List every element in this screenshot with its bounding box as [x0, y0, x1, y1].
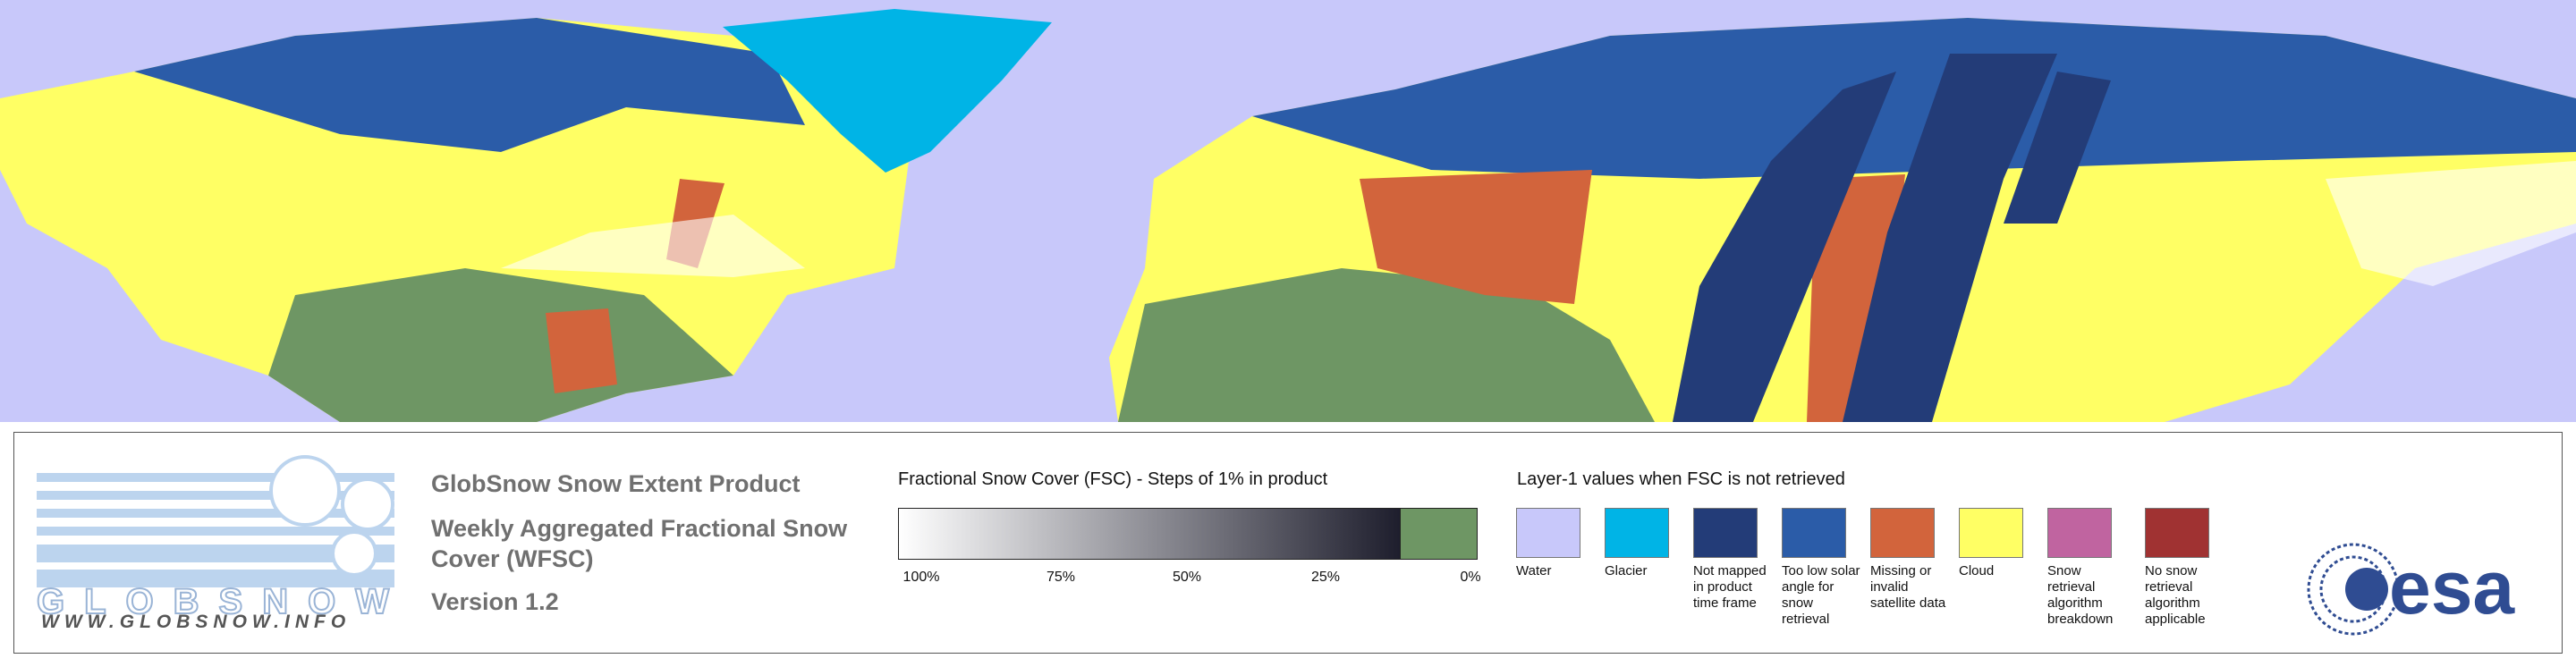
legend-swatch [1605, 508, 1669, 558]
eurasia-missing [1360, 170, 1592, 304]
legend-swatch [1870, 508, 1935, 558]
globsnow-logo: GLOBSNOW [37, 455, 394, 622]
legend-item: Cloud [1959, 508, 2045, 579]
esa-text: esa [2389, 545, 2515, 629]
fsc-title: Fractional Snow Cover (FSC) - Steps of 1… [898, 469, 1328, 489]
legend-swatch [2145, 508, 2209, 558]
legend-item: Glacier [1605, 508, 1690, 579]
esa-mark [2345, 568, 2388, 611]
legend-swatch [1782, 508, 1846, 558]
legend-label: Glacier [1605, 563, 1648, 578]
logo-stripe [37, 570, 394, 587]
swath-2 [1843, 54, 2057, 422]
na-snow [501, 215, 805, 277]
esa-ring [2307, 543, 2400, 636]
legend-label: Too low solar angle for snow retrieval [1782, 563, 1860, 627]
version: Version 1.2 [431, 588, 559, 615]
legend-item: Not mapped in product time frame [1693, 508, 1779, 612]
legend-item: Snow retrieval algorithm breakdown [2047, 508, 2133, 628]
na-missing [546, 308, 617, 393]
legend-label: Water [1516, 563, 1552, 578]
fsc-tick-label: 0% [1460, 570, 1481, 585]
snowflake [269, 455, 341, 527]
eurasia-arctic [1252, 18, 2576, 179]
fsc-zero [1401, 508, 1478, 560]
na-arctic [134, 18, 805, 152]
product-title: GlobSnow Snow Extent Product [431, 470, 801, 497]
fsc-gradient [898, 508, 1401, 560]
legend-item: Too low solar angle for snow retrieval [1782, 508, 1868, 628]
legend-label: No snow retrieval algorithm applicable [2145, 563, 2206, 627]
product-subtitle: Weekly Aggregated Fractional Snow Cover … [431, 515, 848, 572]
legend-item: Missing or invalid satellite data [1870, 508, 1956, 612]
fsc-tick-label: 75% [1046, 570, 1076, 585]
legend-item: Water [1516, 508, 1602, 579]
legend-swatch [1516, 508, 1580, 558]
snowflake [331, 530, 377, 577]
logo-stripe [37, 527, 394, 536]
legend-panel: GLOBSNOW WWW.GLOBSNOW.INFO GlobSnow Snow… [13, 432, 2563, 654]
logo-stripe [37, 491, 394, 500]
logo-stripe [37, 473, 394, 482]
swath-3 [2004, 72, 2111, 224]
greenland [723, 9, 1052, 173]
legend-item: No snow retrieval algorithm applicable [2145, 508, 2231, 628]
esa-logo: esa [2307, 543, 2515, 636]
layer1-title: Layer-1 values when FSC is not retrieved [1517, 469, 1845, 489]
fsc-tick-label: 25% [1310, 570, 1341, 585]
na-south [268, 268, 733, 422]
logo-url: WWW.GLOBSNOW.INFO [41, 612, 352, 632]
logo-stripe [37, 545, 394, 562]
legend-swatch [1693, 508, 1758, 558]
legend-label: Cloud [1959, 563, 1995, 578]
legend-swatch [1959, 508, 2023, 558]
north-america [0, 18, 912, 422]
swath-1 [1673, 72, 1896, 422]
logo-stripe [37, 509, 394, 518]
legend-label: Snow retrieval algorithm breakdown [2047, 563, 2114, 627]
fsc-tick-label: 100% [902, 570, 940, 585]
fsc-tick-label: 50% [1172, 570, 1202, 585]
snowflake [341, 477, 394, 531]
legend-label: Missing or invalid satellite data [1870, 563, 1946, 611]
eurasia-south [1118, 268, 1655, 422]
snow-map [0, 0, 2576, 422]
legend-swatch [2047, 508, 2112, 558]
asia-snow [2326, 161, 2576, 286]
legend-label: Not mapped in product time frame [1693, 563, 1767, 611]
